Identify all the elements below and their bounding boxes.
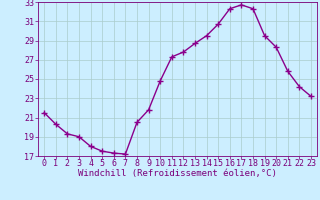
X-axis label: Windchill (Refroidissement éolien,°C): Windchill (Refroidissement éolien,°C) (78, 169, 277, 178)
